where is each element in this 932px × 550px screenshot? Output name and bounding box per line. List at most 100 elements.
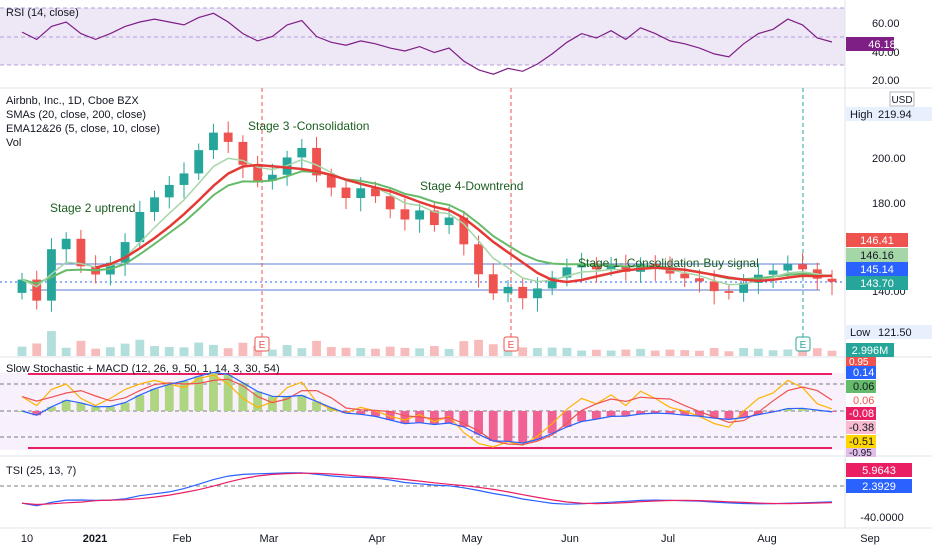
rsi-current-tag: 46.18	[868, 39, 896, 51]
candle-body	[61, 238, 71, 250]
volume-bar	[150, 346, 159, 356]
volume-bar	[415, 348, 425, 356]
candle-body	[164, 184, 174, 198]
price-tag-sma: 146.41	[860, 235, 894, 247]
volume-bar	[562, 347, 572, 356]
macd-hist-bar	[636, 411, 645, 414]
earnings-marker[interactable]: E	[254, 336, 270, 352]
candle-body	[223, 132, 233, 142]
indicator-vol: Vol	[6, 137, 21, 149]
volume-bar	[17, 346, 27, 356]
candle-body	[606, 265, 616, 270]
price-tick: 200.00	[872, 153, 906, 165]
volume-bar	[179, 347, 189, 356]
macd-hist-bar	[591, 411, 601, 420]
macd-hist-bar	[562, 411, 572, 427]
tsi-title: TSI (25, 13, 7)	[6, 465, 76, 477]
volume-bar	[209, 344, 218, 356]
svg-text:E: E	[259, 340, 266, 351]
macd-hist-bar	[547, 411, 557, 434]
volume-bar	[739, 347, 749, 356]
candle-body	[562, 267, 572, 278]
macd-hist-bar	[606, 411, 616, 417]
candle-body	[444, 217, 454, 226]
macd-hist-bar	[783, 408, 793, 411]
volume-bar	[680, 350, 690, 356]
volume-bar	[297, 348, 307, 356]
macd-hist-bar	[709, 411, 719, 419]
candle-body	[312, 147, 321, 176]
annotation-stage3: Stage 3 -Consolidation	[248, 119, 369, 133]
candle-body	[798, 264, 807, 270]
volume-bar	[400, 347, 410, 356]
candle-body	[827, 278, 837, 282]
volume-bar	[120, 343, 130, 356]
macd-hist-bar	[474, 411, 483, 435]
currency-label[interactable]: USD	[891, 95, 912, 106]
candle-body	[32, 279, 42, 301]
volume-bar	[827, 350, 837, 356]
volume-bar	[223, 348, 233, 356]
macd-hist-bar	[385, 411, 395, 420]
volume-bar	[32, 343, 42, 356]
tsi-signal-line	[21, 472, 833, 506]
volume-bar	[371, 348, 380, 356]
macd-hist-bar	[267, 396, 277, 411]
candle-body	[326, 175, 336, 188]
macd-hist-bar	[32, 411, 42, 416]
macd-hist-bar	[179, 381, 189, 411]
candle-body	[429, 210, 439, 226]
candle-body	[297, 147, 307, 158]
volume-bar	[61, 347, 71, 356]
candle-body	[577, 263, 587, 268]
candle-body	[591, 263, 601, 270]
volume-bar	[783, 349, 793, 356]
candle-body	[76, 238, 86, 267]
candle-body	[385, 196, 395, 210]
volume-bar	[591, 349, 601, 356]
candle-body	[533, 288, 542, 299]
macd-hist-bar	[429, 411, 439, 425]
earnings-marker[interactable]: E	[795, 336, 811, 352]
low-label: Low	[850, 327, 870, 339]
macd-hist-bar	[47, 406, 56, 411]
volume-bar	[135, 339, 145, 356]
macd-hist-bar	[194, 376, 204, 411]
earnings-marker[interactable]: E	[503, 336, 519, 352]
tsi-tag: 5.9643	[862, 465, 896, 477]
macd-hist-bar	[312, 401, 321, 411]
macd-hist-bar	[518, 411, 528, 444]
svg-text:E: E	[508, 340, 515, 351]
volume-bar	[533, 348, 542, 356]
volume-bar	[105, 347, 115, 356]
volume-bar	[724, 351, 734, 356]
volume-tag: 2.996M	[852, 345, 889, 357]
tsi-tag: 2.3929	[862, 481, 896, 493]
annotation-stage4: Stage 4-Downtrend	[420, 179, 523, 193]
volume-bar	[768, 350, 778, 356]
macd-hist-bar	[739, 411, 749, 418]
candle-body	[120, 242, 130, 263]
ema5-line	[21, 157, 833, 288]
volume-bar	[753, 348, 763, 356]
macd-hist-bar	[223, 374, 233, 411]
macd-hist-bar	[621, 411, 631, 417]
sma20-line	[95, 163, 833, 284]
x-axis-label: 10	[21, 533, 33, 545]
volume-bar	[341, 347, 351, 356]
candle-body	[179, 173, 189, 185]
high-value: 219.94	[878, 109, 912, 121]
volume-bar	[76, 340, 86, 356]
candle-body	[459, 217, 469, 245]
candle-body	[400, 209, 410, 220]
volume-bar	[312, 340, 321, 356]
x-axis-label: Jun	[561, 533, 579, 545]
macd-hist-bar	[253, 391, 263, 411]
x-axis-label: Aug	[757, 533, 777, 545]
stoch-tag: -0.38	[849, 422, 874, 434]
indicator-sma: SMAs (20, close, 200, close)	[6, 109, 146, 121]
price-tag-last: 143.70	[860, 278, 894, 290]
volume-bar	[606, 350, 616, 356]
volume-bar	[636, 348, 645, 356]
candle-body	[267, 174, 277, 181]
